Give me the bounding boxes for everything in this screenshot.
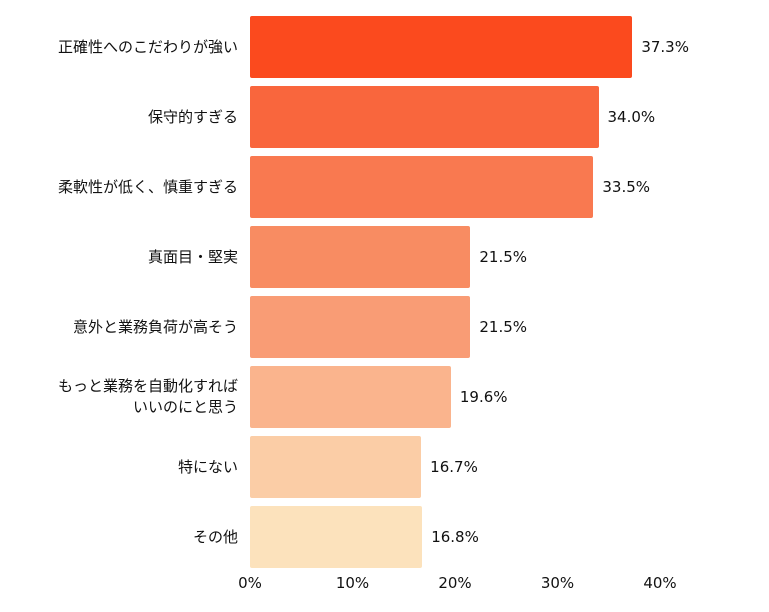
bar-area: 34.0%: [250, 82, 769, 152]
value-label: 16.8%: [431, 528, 479, 546]
category-label: 真面目・堅実: [147, 247, 238, 266]
bar-row: 意外と業務負荷が高そう 21.5%: [0, 292, 769, 362]
category-label: もっと業務を自動化すれば いいのにと思う: [57, 377, 238, 416]
bar-area: 33.5%: [250, 152, 769, 222]
bar-area: 16.7%: [250, 432, 769, 502]
bar-row: もっと業務を自動化すれば いいのにと思う 19.6%: [0, 362, 769, 432]
category-label: 意外と業務負荷が高そう: [72, 317, 238, 336]
bar-area: 21.5%: [250, 222, 769, 292]
bar: [250, 296, 471, 358]
x-tick-label: 40%: [643, 574, 677, 592]
x-tick-label: 30%: [540, 574, 575, 592]
x-tick-label: 20%: [438, 574, 472, 592]
category-label: 特にない: [177, 457, 238, 476]
bar-row: 柔軟性が低く、慎重すぎる 33.5%: [0, 152, 769, 222]
category-label: 保守的すぎる: [147, 107, 238, 126]
category-label: 正確性へのこだわりが強い: [57, 37, 238, 56]
value-label: 21.5%: [479, 318, 528, 336]
value-label: 21.5%: [479, 248, 528, 266]
bar-row: 保守的すぎる 34.0%: [0, 82, 769, 152]
bar-area: 16.8%: [250, 502, 769, 572]
bar: [250, 16, 633, 78]
value-label: 33.5%: [602, 178, 651, 196]
bar-row: 正確性へのこだわりが強い 37.3%: [0, 12, 769, 82]
value-label: 16.7%: [430, 458, 478, 476]
bar-area: 37.3%: [250, 12, 769, 82]
category-label: 柔軟性が低く、慎重すぎる: [57, 177, 238, 196]
category-label: その他: [192, 527, 238, 546]
bar: [250, 86, 599, 148]
bar-row: その他 16.8%: [0, 502, 769, 572]
value-label: 37.3%: [641, 38, 689, 56]
bar: [250, 226, 471, 288]
value-label: 34.0%: [607, 108, 656, 126]
bar-area: 19.6%: [250, 362, 769, 432]
bar: [250, 436, 422, 498]
bar-area: 21.5%: [250, 292, 769, 362]
x-axis: 0% 10% 20% 30% 40%: [238, 574, 677, 600]
x-tick-label: 10%: [335, 574, 370, 592]
bar: [250, 156, 594, 218]
bar: [250, 506, 423, 568]
bar-row: 真面目・堅実 21.5%: [0, 222, 769, 292]
bar: [250, 366, 451, 428]
value-label: 19.6%: [459, 388, 508, 406]
bar-row: 特にない 16.7%: [0, 432, 769, 502]
x-tick-label: 0%: [238, 574, 262, 592]
chart-rows: 正確性へのこだわりが強い 37.3% 保守的すぎる 34.0% 柔軟性が低く、慎重すぎる…: [0, 12, 769, 572]
